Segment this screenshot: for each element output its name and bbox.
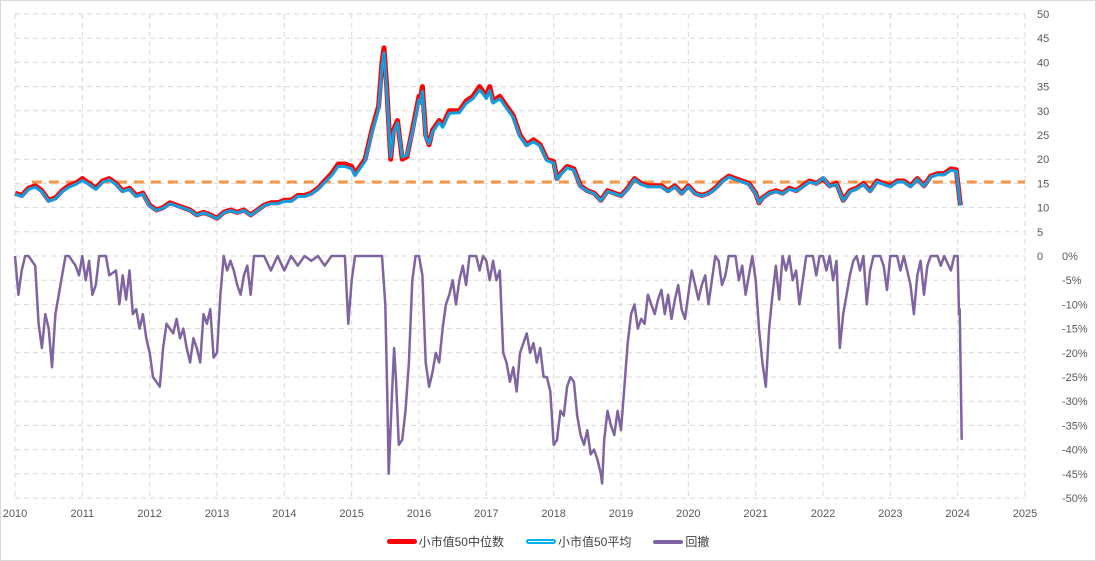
x-tick-label: 2014 — [272, 508, 296, 520]
legend-swatch-average — [525, 539, 556, 544]
y-tick-label-top: 35 — [1037, 82, 1049, 94]
y-tick-label-bottom: -10% — [1062, 299, 1088, 311]
y-tick-label-top: 50 — [1037, 9, 1049, 21]
x-tick-label: 2018 — [541, 508, 565, 520]
x-tick-label: 2011 — [71, 508, 95, 520]
y-tick-label-top: 20 — [1037, 154, 1049, 166]
legend-item-average: 小市值50平均 — [525, 533, 632, 550]
x-tick-label: 2021 — [743, 508, 767, 520]
legend-label-median: 小市值50中位数 — [418, 535, 504, 549]
y-tick-label-top: 5 — [1037, 227, 1043, 239]
legend-label-drawdown: 回撤 — [685, 535, 710, 549]
x-tick-label: 2010 — [3, 508, 27, 520]
y-tick-label-bottom: -45% — [1062, 469, 1088, 481]
legend: 小市值50中位数 小市值50平均 回撤 — [0, 533, 1096, 550]
series-line-average — [14, 51, 962, 221]
x-tick-label: 2024 — [945, 508, 969, 520]
x-tick-label: 2015 — [339, 508, 363, 520]
y-tick-label-top: 40 — [1037, 57, 1049, 69]
series-line-drawdown — [13, 254, 963, 485]
y-tick-label-bottom: -40% — [1062, 445, 1088, 457]
x-tick-label: 2017 — [474, 508, 498, 520]
x-tick-label: 2012 — [137, 508, 161, 520]
y-tick-label-bottom: -15% — [1062, 324, 1088, 336]
legend-label-average: 小市值50平均 — [557, 535, 632, 549]
x-tick-label: 2020 — [676, 508, 700, 520]
x-tick-label: 2019 — [609, 508, 633, 520]
series-line-median — [14, 45, 963, 221]
y-tick-label-top: 15 — [1037, 178, 1049, 190]
legend-swatch-drawdown — [653, 539, 684, 544]
y-tick-label-top: 25 — [1037, 130, 1049, 142]
y-tick-label-top: 0 — [1037, 251, 1043, 263]
legend-swatch-median — [386, 539, 417, 544]
legend-item-median: 小市值50中位数 — [386, 533, 504, 550]
y-tick-label-bottom: -35% — [1062, 420, 1088, 432]
y-tick-label-bottom: -20% — [1062, 348, 1088, 360]
y-tick-label-bottom: -50% — [1062, 493, 1088, 505]
y-tick-label-bottom: -30% — [1062, 396, 1088, 408]
y-tick-label-bottom: 0% — [1062, 251, 1078, 263]
y-tick-label-top: 45 — [1037, 33, 1049, 45]
series-line-average-core — [14, 52, 961, 220]
x-tick-label: 2023 — [878, 508, 902, 520]
x-tick-label: 2016 — [407, 508, 431, 520]
y-tick-label-top: 10 — [1037, 203, 1049, 215]
y-tick-label-bottom: -5% — [1062, 275, 1082, 287]
legend-item-drawdown: 回撤 — [653, 533, 709, 550]
x-tick-label: 2025 — [1013, 508, 1037, 520]
y-tick-label-bottom: -25% — [1062, 372, 1088, 384]
y-tick-label-top: 30 — [1037, 106, 1049, 118]
x-tick-label: 2022 — [811, 508, 835, 520]
x-tick-label: 2013 — [205, 508, 229, 520]
